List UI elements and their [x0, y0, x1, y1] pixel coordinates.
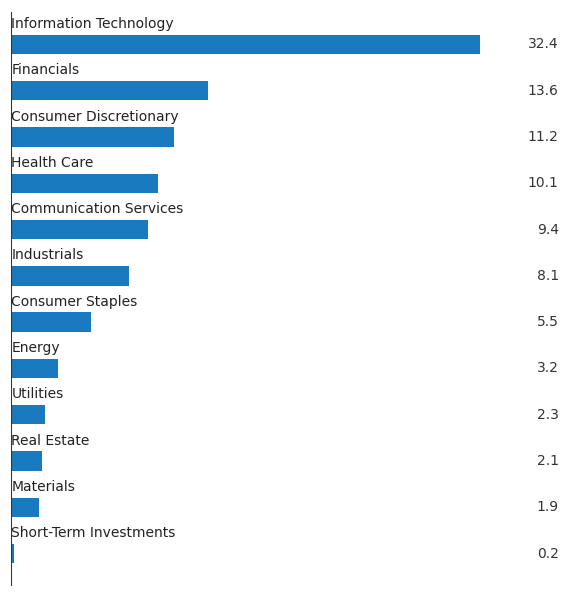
Bar [11, 498, 39, 517]
Text: Materials: Materials [11, 480, 75, 494]
Text: Communication Services: Communication Services [11, 202, 184, 216]
Text: 10.1: 10.1 [528, 176, 559, 190]
Text: 11.2: 11.2 [528, 130, 559, 144]
Text: Health Care: Health Care [11, 156, 94, 170]
Text: 13.6: 13.6 [528, 84, 559, 97]
Text: 5.5: 5.5 [537, 315, 559, 329]
Bar [11, 544, 14, 563]
Bar [11, 81, 209, 100]
Text: 9.4: 9.4 [537, 222, 559, 237]
Bar [11, 127, 174, 147]
Bar [11, 173, 158, 193]
Text: 32.4: 32.4 [528, 37, 559, 51]
Bar [11, 451, 42, 471]
Text: 2.1: 2.1 [537, 454, 559, 468]
Text: Short-Term Investments: Short-Term Investments [11, 526, 176, 540]
Text: 2.3: 2.3 [537, 408, 559, 422]
Text: 8.1: 8.1 [536, 269, 559, 283]
Text: 0.2: 0.2 [537, 547, 559, 561]
Bar [11, 220, 147, 239]
Bar [11, 359, 58, 378]
Text: Information Technology: Information Technology [11, 17, 174, 31]
Text: Financials: Financials [11, 63, 80, 77]
Text: Industrials: Industrials [11, 248, 84, 263]
Text: Utilities: Utilities [11, 388, 64, 401]
Bar [11, 266, 129, 286]
Text: 1.9: 1.9 [536, 501, 559, 514]
Bar [11, 405, 45, 425]
Text: Consumer Discretionary: Consumer Discretionary [11, 109, 179, 124]
Bar [11, 35, 481, 54]
Text: 3.2: 3.2 [537, 361, 559, 376]
Bar [11, 312, 91, 332]
Text: Real Estate: Real Estate [11, 434, 90, 448]
Text: Energy: Energy [11, 341, 60, 355]
Text: Consumer Staples: Consumer Staples [11, 295, 138, 309]
